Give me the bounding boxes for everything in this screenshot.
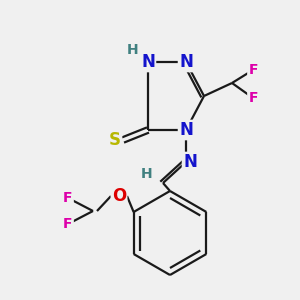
Text: N: N: [179, 53, 193, 71]
Text: H: H: [127, 43, 139, 57]
Text: N: N: [179, 121, 193, 139]
Text: F: F: [248, 91, 258, 105]
Text: F: F: [63, 191, 73, 205]
Text: O: O: [112, 187, 126, 205]
Text: N: N: [183, 153, 197, 171]
Text: F: F: [248, 63, 258, 77]
Text: N: N: [141, 53, 155, 71]
Text: F: F: [63, 217, 73, 231]
Text: H: H: [141, 167, 153, 181]
Text: S: S: [109, 131, 121, 149]
